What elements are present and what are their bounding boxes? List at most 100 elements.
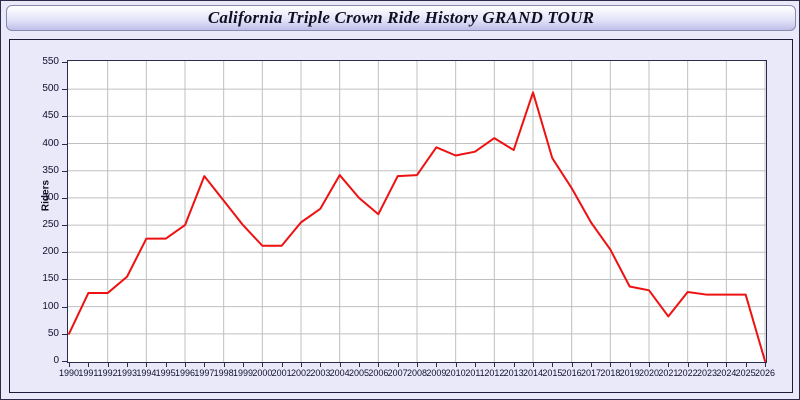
x-tick-mark — [629, 362, 631, 367]
x-tick-mark — [281, 362, 283, 367]
x-tick-mark — [359, 362, 360, 367]
plot-area — [67, 60, 767, 363]
x-tick-label: 2016 — [561, 368, 582, 378]
x-tick-label: 2000 — [252, 368, 273, 378]
y-tick-label: 350 — [42, 164, 59, 176]
x-tick-label: 2003 — [310, 368, 331, 378]
x-tick-label: 2013 — [503, 368, 524, 378]
x-tick-mark — [88, 362, 90, 367]
y-tick-mark — [62, 197, 67, 199]
x-tick-mark — [513, 362, 515, 367]
x-tick-label: 1994 — [136, 368, 157, 378]
x-tick-mark — [339, 362, 341, 367]
x-tick-mark — [417, 362, 418, 367]
x-tick-label: 2015 — [542, 368, 563, 378]
x-tick-label: 2025 — [735, 368, 756, 378]
x-tick-label: 2004 — [329, 368, 350, 378]
x-tick-mark — [397, 362, 399, 367]
x-tick-mark — [165, 362, 167, 367]
x-tick-label: 1991 — [78, 368, 99, 378]
x-tick-mark — [455, 362, 457, 367]
x-tick-mark — [552, 362, 554, 367]
x-tick-mark — [726, 362, 728, 367]
x-tick-label: 2017 — [580, 368, 602, 378]
x-tick-mark — [127, 362, 128, 367]
x-tick-mark — [243, 362, 244, 367]
x-tick-mark — [185, 362, 186, 367]
x-tick-label: 2006 — [368, 368, 389, 378]
y-tick-label: 0 — [53, 355, 59, 366]
x-tick-label: 2007 — [387, 368, 408, 378]
y-tick-label: 450 — [42, 110, 59, 122]
x-gridlines — [107, 61, 766, 362]
y-tick-mark — [62, 116, 67, 118]
x-tick-mark — [301, 362, 302, 367]
x-tick-mark — [475, 362, 476, 367]
y-tick-mark — [62, 279, 67, 281]
x-tick-mark — [494, 362, 496, 367]
y-tick-mark — [62, 89, 67, 91]
x-tick-label: 1993 — [116, 368, 138, 378]
y-tick-mark — [62, 361, 67, 362]
x-tick-label: 1995 — [155, 368, 176, 378]
x-tick-mark — [707, 362, 708, 367]
x-tick-label: 2010 — [445, 368, 466, 378]
x-tick-label: 2023 — [696, 368, 718, 378]
x-tick-label: 2026 — [754, 368, 776, 378]
x-tick-mark — [745, 362, 747, 367]
x-tick-label: 2020 — [638, 368, 660, 378]
y-tick-mark — [62, 252, 67, 254]
y-tick-label: 550 — [42, 56, 59, 67]
x-tick-label: 2002 — [290, 368, 312, 378]
y-tick-mark — [62, 143, 67, 145]
x-tick-label: 2005 — [348, 368, 370, 378]
plot-svg — [68, 61, 766, 362]
x-tick-label: 2018 — [600, 368, 621, 378]
y-tick-label: 300 — [42, 191, 59, 203]
x-tick-mark — [533, 362, 534, 367]
x-tick-label: 2024 — [716, 368, 737, 378]
x-tick-label: 2021 — [658, 368, 679, 378]
x-tick-label: 2012 — [484, 368, 505, 378]
chart-frame: Riders 0 50 100 150 200 250 300 350 400 450 500 550… — [9, 39, 793, 393]
x-tick-mark — [320, 362, 322, 367]
x-tick-mark — [107, 362, 109, 367]
x-tick-label: 2019 — [619, 368, 640, 378]
x-tick-label: 2009 — [426, 368, 447, 378]
x-tick-label: 1996 — [174, 368, 196, 378]
x-tick-mark — [204, 362, 206, 367]
y-tick-label: 400 — [42, 137, 59, 149]
data-line-riders — [68, 91, 766, 362]
x-tick-mark — [436, 362, 438, 367]
y-tick-label: 150 — [42, 273, 59, 285]
y-gridlines — [68, 88, 766, 335]
x-tick-label: 1992 — [97, 368, 118, 378]
y-tick-mark — [62, 62, 67, 63]
x-tick-label: 1998 — [213, 368, 234, 378]
x-tick-label: 2011 — [465, 368, 485, 378]
x-tick-mark — [378, 362, 380, 367]
y-tick-label: 100 — [42, 300, 59, 312]
x-tick-label: 2022 — [677, 368, 698, 378]
y-tick-label: 500 — [42, 83, 59, 95]
x-tick-label: 1999 — [232, 368, 254, 378]
window-titlebar: California Triple Crown Ride History GRA… — [6, 5, 796, 31]
x-tick-mark — [591, 362, 592, 367]
x-tick-mark — [69, 362, 70, 367]
y-tick-mark — [62, 225, 67, 227]
x-tick-mark — [668, 362, 670, 367]
y-tick-label: 250 — [42, 219, 59, 231]
x-tick-label: 2014 — [522, 368, 544, 378]
y-tick-mark — [62, 306, 67, 308]
x-tick-mark — [687, 362, 689, 367]
y-tick-mark — [62, 333, 67, 335]
x-tick-label: 1990 — [58, 368, 80, 378]
chart-title: California Triple Crown Ride History GRA… — [207, 8, 595, 27]
x-tick-mark — [649, 362, 650, 367]
x-tick-mark — [571, 362, 573, 367]
y-tick-label: 200 — [42, 246, 59, 258]
x-tick-label: 2008 — [406, 368, 428, 378]
x-tick-label: 1997 — [194, 368, 215, 378]
x-tick-label: 2001 — [271, 368, 292, 378]
